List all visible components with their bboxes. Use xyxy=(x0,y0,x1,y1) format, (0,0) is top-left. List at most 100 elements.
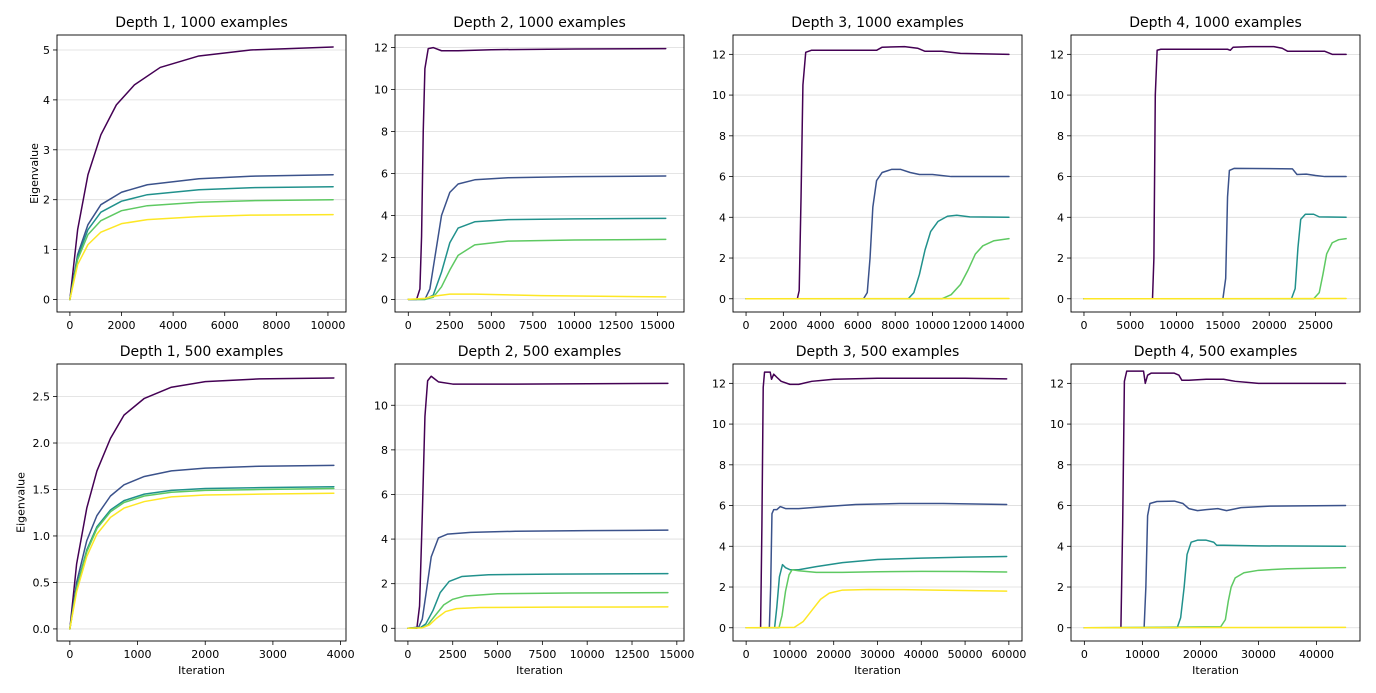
x-tick-label: 20000 xyxy=(1183,648,1218,661)
series-line-2 xyxy=(69,464,335,630)
y-tick-label: 8 xyxy=(1057,130,1064,143)
series-line-1 xyxy=(407,46,667,301)
series-line-2 xyxy=(407,529,669,630)
y-tick-label: 4 xyxy=(719,540,726,553)
series-line-2 xyxy=(745,502,1008,629)
x-tick-label: 12000 xyxy=(952,319,987,332)
x-tick-label: 50000 xyxy=(948,648,983,661)
series-line-3 xyxy=(745,214,1010,300)
plot-frame xyxy=(394,34,685,313)
y-tick-label: 2 xyxy=(43,194,50,207)
y-tick-label: 10 xyxy=(1050,418,1064,431)
x-tick-label: 10000 xyxy=(1159,319,1194,332)
y-tick-label: 10 xyxy=(374,84,388,97)
series-line-3 xyxy=(407,217,667,301)
plot-frame xyxy=(732,363,1023,642)
y-tick-label: 2 xyxy=(719,252,726,265)
y-tick-label: 2.5 xyxy=(33,391,51,404)
series-line-4 xyxy=(745,237,1010,300)
x-tick-label: 0 xyxy=(405,319,412,332)
y-tick-label: 4 xyxy=(43,94,50,107)
x-tick-label: 7500 xyxy=(528,648,556,661)
x-tick-label: 8000 xyxy=(262,319,290,332)
series-line-4 xyxy=(1083,566,1347,629)
x-tick-label: 12500 xyxy=(598,319,633,332)
y-tick-label: 1 xyxy=(43,244,50,257)
x-tick-label: 20000 xyxy=(1252,319,1287,332)
x-tick-label: 0 xyxy=(1080,319,1087,332)
y-tick-label: 4 xyxy=(1057,540,1064,553)
x-tick-label: 14000 xyxy=(990,319,1025,332)
y-tick-label: 2 xyxy=(719,581,726,594)
x-tick-label: 25000 xyxy=(1298,319,1333,332)
y-tick-label: 4 xyxy=(381,533,388,546)
x-tick-label: 0 xyxy=(1081,648,1088,661)
y-tick-label: 6 xyxy=(381,168,388,181)
plot-frame xyxy=(1070,34,1361,313)
x-tick-label: 10000 xyxy=(570,648,605,661)
x-tick-label: 2500 xyxy=(436,319,464,332)
series-line-5 xyxy=(69,213,334,301)
series-line-2 xyxy=(1083,167,1347,300)
chart-title: Depth 2, 500 examples xyxy=(458,344,622,360)
y-tick-label: 0 xyxy=(719,293,726,306)
y-tick-label: 0 xyxy=(1057,293,1064,306)
series-line-5 xyxy=(69,492,335,630)
series-line-5 xyxy=(407,293,667,301)
chart-panel-7: 0 2 4 6 8 10 12 0 10000 20000 30000 40000 50000 60000… xyxy=(712,344,1026,677)
y-axis-label: Eigenvalue xyxy=(15,472,28,533)
series-line-1 xyxy=(745,371,1008,629)
series-line-2 xyxy=(407,175,667,301)
chart-title: Depth 1, 500 examples xyxy=(120,344,284,360)
y-tick-label: 6 xyxy=(1057,171,1064,184)
chart-panel-1: 0 1 2 3 4 5 0 2000 4000 6000 8000 10000 Depth 1, 100… xyxy=(28,15,347,332)
x-tick-label: 4000 xyxy=(807,319,835,332)
x-tick-label: 0 xyxy=(743,319,750,332)
y-tick-label: 4 xyxy=(719,211,726,224)
y-tick-label: 2.0 xyxy=(33,437,51,450)
y-tick-label: 12 xyxy=(1050,48,1064,61)
series-line-1 xyxy=(1083,370,1347,629)
plot-frame xyxy=(56,34,347,313)
y-tick-label: 12 xyxy=(374,42,388,55)
x-axis-label: Iteration xyxy=(1192,664,1239,677)
y-tick-label: 2 xyxy=(1057,252,1064,265)
y-tick-label: 8 xyxy=(381,444,388,457)
series-line-3 xyxy=(69,185,334,301)
series-line-4 xyxy=(407,238,667,301)
series-line-1 xyxy=(1083,45,1347,300)
y-tick-label: 2 xyxy=(381,578,388,591)
series-line-2 xyxy=(69,174,334,301)
x-tick-label: 15000 xyxy=(1205,319,1240,332)
plot-frame xyxy=(732,34,1023,313)
x-tick-label: 5000 xyxy=(484,648,512,661)
x-tick-label: 30000 xyxy=(1241,648,1276,661)
x-tick-label: 12500 xyxy=(615,648,650,661)
x-tick-label: 10000 xyxy=(915,319,950,332)
x-tick-label: 5000 xyxy=(477,319,505,332)
y-tick-label: 10 xyxy=(1050,89,1064,102)
chart-title: Depth 3, 500 examples xyxy=(796,344,960,360)
y-tick-label: 1.5 xyxy=(33,483,51,496)
x-tick-label: 30000 xyxy=(860,648,895,661)
x-tick-label: 0 xyxy=(66,319,73,332)
series-line-4 xyxy=(745,568,1008,629)
y-tick-label: 8 xyxy=(719,130,726,143)
chart-title: Depth 4, 1000 examples xyxy=(1129,15,1302,31)
x-tick-label: 2000 xyxy=(191,648,219,661)
y-tick-label: 8 xyxy=(719,459,726,472)
x-tick-label: 10000 xyxy=(557,319,592,332)
y-tick-label: 0 xyxy=(43,294,50,307)
plot-frame xyxy=(1070,363,1361,642)
y-axis-label: Eigenvalue xyxy=(28,143,41,204)
y-tick-label: 0.5 xyxy=(33,576,51,589)
series-line-4 xyxy=(69,487,335,630)
series-line-1 xyxy=(407,375,669,630)
series-line-1 xyxy=(745,45,1010,300)
x-tick-label: 2000 xyxy=(769,319,797,332)
chart-panel-5: 0.0 0.5 1.0 1.5 2.0 2.5 0 1000 2000 3000 4000 Depth… xyxy=(15,344,355,677)
series-line-5 xyxy=(745,588,1008,629)
y-tick-label: 12 xyxy=(1050,377,1064,390)
x-tick-label: 15000 xyxy=(659,648,694,661)
y-tick-label: 2 xyxy=(1057,581,1064,594)
